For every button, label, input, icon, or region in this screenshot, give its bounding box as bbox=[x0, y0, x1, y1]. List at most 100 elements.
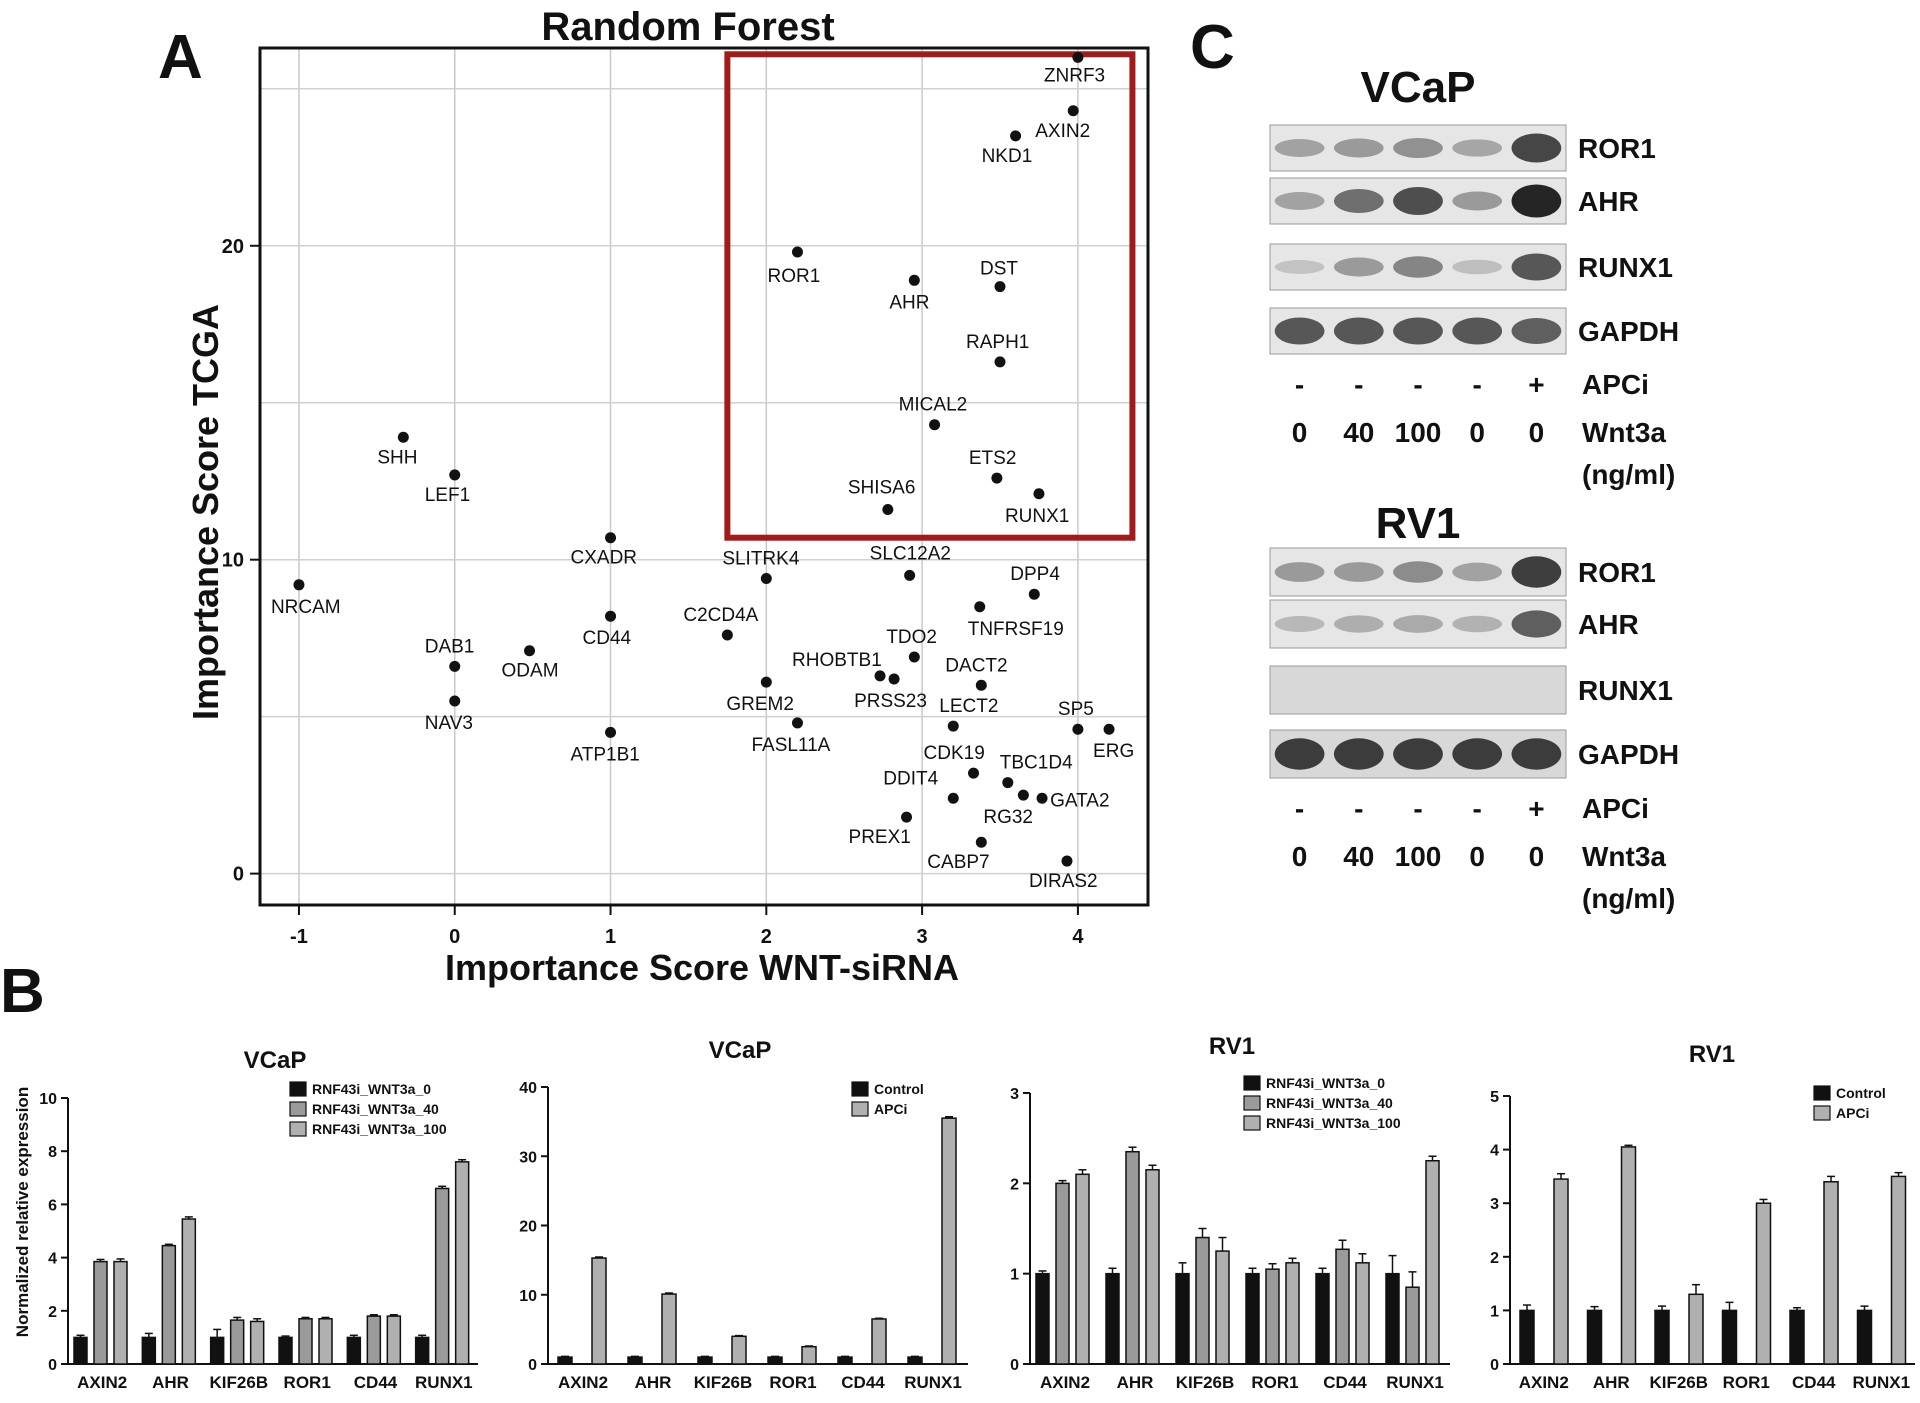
point-label-cdk19: CDK19 bbox=[924, 743, 985, 764]
scatter-point-tnfrsf19 bbox=[974, 601, 986, 613]
apci-sign: - bbox=[1295, 369, 1304, 400]
category-label: AHR bbox=[1117, 1373, 1154, 1392]
apci-sign: - bbox=[1473, 793, 1482, 824]
scatter-point-ddit4 bbox=[947, 792, 959, 804]
point-label-cd44: CD44 bbox=[583, 628, 632, 649]
legend-swatch bbox=[851, 1101, 869, 1117]
highlight-box bbox=[724, 51, 1136, 541]
blot-band bbox=[1511, 738, 1562, 770]
scatter-point-gata2 bbox=[1036, 792, 1048, 804]
blot-band bbox=[1452, 317, 1503, 345]
scatter-point-lef1 bbox=[449, 469, 461, 481]
bar-cd44-1 bbox=[366, 1315, 382, 1365]
scatter-point-prex1 bbox=[901, 811, 913, 823]
point-label-ror1: ROR1 bbox=[767, 266, 820, 287]
blot-band bbox=[1393, 561, 1443, 583]
category-label: ROR1 bbox=[1723, 1373, 1770, 1392]
point-label-dab1: DAB1 bbox=[425, 636, 475, 657]
bar-ahr-1 bbox=[1125, 1150, 1140, 1365]
bar-ror1-1 bbox=[1265, 1268, 1280, 1365]
y-tick-label: 30 bbox=[519, 1149, 537, 1166]
bar-runx1-1 bbox=[1890, 1175, 1907, 1365]
bar-cd44-0 bbox=[1315, 1272, 1330, 1365]
scatter-point-raph1 bbox=[994, 356, 1006, 368]
bar-ahr-1 bbox=[161, 1244, 177, 1365]
point-label-atp1b1: ATP1B1 bbox=[571, 744, 640, 765]
scatter-point-dst bbox=[994, 281, 1006, 293]
category-label: CD44 bbox=[1792, 1373, 1836, 1392]
blot-band bbox=[1274, 192, 1325, 210]
scatter-point-rhobtb1 bbox=[874, 670, 886, 682]
category-label: KIF26B bbox=[1176, 1373, 1235, 1392]
blot-band bbox=[1452, 738, 1503, 770]
point-label-cxadr: CXADR bbox=[571, 548, 638, 569]
y-tick-label: 10 bbox=[519, 1288, 537, 1305]
point-label-fasl11a: FASL11A bbox=[751, 735, 830, 756]
y-tick-label: 1 bbox=[1010, 1267, 1019, 1284]
blot-band bbox=[1452, 191, 1503, 211]
apci-sign: - bbox=[1413, 369, 1422, 400]
category-label: ROR1 bbox=[284, 1373, 331, 1392]
bar-runx1-1 bbox=[434, 1187, 450, 1365]
bar-kif26b-0 bbox=[697, 1356, 713, 1365]
y-tick-label: 20 bbox=[519, 1219, 537, 1236]
bar-cd44-1 bbox=[1335, 1248, 1350, 1365]
point-label-diras2: DIRAS2 bbox=[1029, 871, 1098, 892]
bar-axin2-1 bbox=[1553, 1178, 1569, 1365]
legend-label: Control bbox=[1836, 1085, 1886, 1101]
blot-band bbox=[1274, 139, 1325, 157]
bar-axin2-0 bbox=[1519, 1309, 1535, 1365]
scatter-x-axis-title: Importance Score WNT-siRNA bbox=[445, 947, 959, 988]
category-label: CD44 bbox=[841, 1373, 885, 1392]
category-label: AXIN2 bbox=[1519, 1373, 1569, 1392]
x-tick-label: 1 bbox=[605, 926, 616, 948]
point-label-lef1: LEF1 bbox=[425, 485, 470, 506]
scatter-point-ets2 bbox=[991, 472, 1003, 484]
wnt3a-dose: 40 bbox=[1343, 841, 1374, 872]
point-label-ddit4: DDIT4 bbox=[883, 768, 938, 789]
scatter-point-cxadr bbox=[605, 532, 617, 544]
blot-title: VCaP bbox=[1361, 63, 1476, 112]
scatter-point-slc12a2 bbox=[904, 569, 916, 581]
wnt3a-unit: (ng/ml) bbox=[1582, 459, 1675, 490]
y-tick-label: 0 bbox=[48, 1357, 57, 1374]
scatter-point-ror1 bbox=[791, 246, 803, 258]
blot-row-label: GAPDH bbox=[1578, 739, 1679, 770]
legend-swatch bbox=[1243, 1115, 1261, 1131]
scatter-title: Random Forest bbox=[541, 5, 834, 49]
scatter-point-fasl11a bbox=[791, 717, 803, 729]
bar-chart-title: VCaP bbox=[709, 1037, 772, 1064]
y-tick-label: 2 bbox=[1010, 1176, 1019, 1193]
scatter-point-c2cd4a bbox=[721, 629, 733, 641]
point-label-lect2: LECT2 bbox=[939, 696, 998, 717]
scatter-grid bbox=[250, 48, 1148, 915]
bar-chart-rv1-apci: RV1 0 1 2 3 4 5 AXIN2 AHR KIF26B ROR1 CD44 RUNX1 Cont… bbox=[1490, 1041, 1915, 1392]
bar-ror1-0 bbox=[1245, 1272, 1260, 1365]
panel-letter-b: B bbox=[0, 957, 45, 1026]
category-label: AHR bbox=[152, 1373, 189, 1392]
scatter-point-ahr bbox=[908, 274, 920, 286]
scatter-point-nrcam bbox=[293, 579, 305, 591]
point-label-prex1: PREX1 bbox=[849, 827, 911, 848]
bar-ahr-0 bbox=[627, 1356, 643, 1365]
category-label: AXIN2 bbox=[558, 1373, 608, 1392]
wnt3a-dose: 0 bbox=[1292, 841, 1308, 872]
bar-axin2-2 bbox=[1075, 1173, 1090, 1365]
scatter-point-nav3 bbox=[449, 695, 461, 707]
scatter-y-axis-title: Importance Score TCGA bbox=[185, 304, 226, 720]
scatter-point-slitrk4 bbox=[760, 573, 772, 585]
apci-label: APCi bbox=[1582, 369, 1649, 400]
blot-band bbox=[1511, 610, 1562, 638]
point-label-erg: ERG bbox=[1093, 741, 1134, 762]
blot-row-label: RUNX1 bbox=[1578, 675, 1673, 706]
category-label: RUNX1 bbox=[904, 1373, 962, 1392]
category-label: AXIN2 bbox=[77, 1373, 127, 1392]
bar-ror1-2 bbox=[318, 1318, 333, 1365]
blot-band bbox=[1511, 253, 1562, 281]
scatter-point-dab1 bbox=[449, 660, 461, 672]
y-tick-label: 10 bbox=[222, 550, 244, 572]
western-blot-vcap: VCaP ROR1 AHR RUNX1 GAPDH - - - - + APCi 0 40 100 0 0 Wn… bbox=[1269, 63, 1679, 490]
scatter-point-cd44 bbox=[605, 610, 617, 622]
